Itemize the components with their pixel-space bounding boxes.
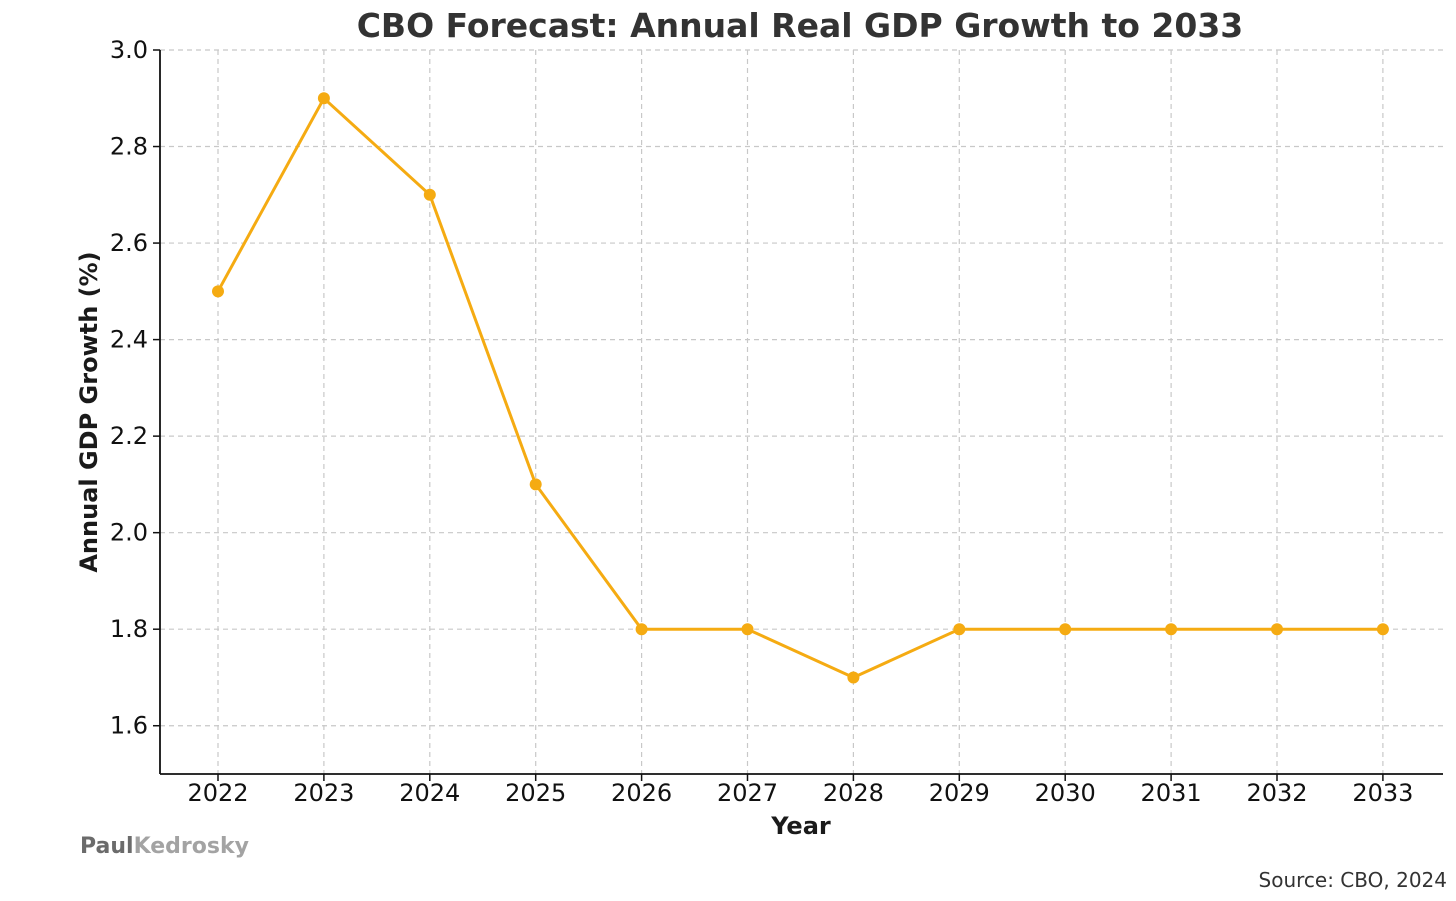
x-tick-label: 2030 <box>1035 779 1096 807</box>
data-point-2027 <box>741 623 754 636</box>
data-point-2025 <box>529 478 542 491</box>
chart-title: CBO Forecast: Annual Real GDP Growth to … <box>357 6 1244 45</box>
data-point-2024 <box>423 188 436 201</box>
grid-lines <box>160 49 1443 774</box>
y-axis-label: Annual GDP Growth (%) <box>75 251 103 572</box>
y-tick-label: 3.0 <box>110 36 148 64</box>
x-tick-label: 2025 <box>505 779 566 807</box>
x-tick-label: 2032 <box>1246 779 1307 807</box>
data-point-2028 <box>847 671 860 684</box>
data-point-2023 <box>317 92 330 105</box>
y-tick-labels: 1.6 1.8 2.0 2.2 2.4 2.6 2.8 3.0 <box>110 36 160 740</box>
data-point-2032 <box>1271 623 1283 636</box>
brand-logo-second: Kedrosky <box>134 834 249 859</box>
x-tick-label: 2031 <box>1141 779 1202 807</box>
y-tick-label: 1.8 <box>110 615 148 643</box>
source-note: Source: CBO, 2024 <box>1259 868 1447 892</box>
y-tick-label: 2.2 <box>110 422 148 450</box>
data-point-2022 <box>212 285 224 298</box>
y-tick-label: 2.6 <box>110 229 148 257</box>
x-tick-label: 2022 <box>187 779 248 807</box>
x-tick-label: 2027 <box>717 779 778 807</box>
gdp-growth-line <box>216 96 1383 679</box>
y-tick-label: 2.8 <box>110 133 148 161</box>
x-tick-label: 2033 <box>1352 779 1413 807</box>
y-tick-label: 2.0 <box>110 519 148 547</box>
x-tick-label: 2023 <box>293 779 354 807</box>
data-point-2030 <box>1059 623 1072 636</box>
brand-logo: PaulKedrosky <box>80 834 249 859</box>
svg-text:PaulKedrosky: PaulKedrosky <box>80 834 249 859</box>
data-point-2031 <box>1165 623 1178 636</box>
y-tick-label: 1.6 <box>110 712 148 740</box>
y-tick-label: 2.4 <box>110 326 148 354</box>
data-point-2026 <box>635 623 648 636</box>
x-axis-label: Year <box>770 812 831 840</box>
data-point-2029 <box>953 623 966 636</box>
x-tick-label: 2026 <box>611 779 672 807</box>
brand-logo-first: Paul <box>80 834 134 859</box>
gdp-growth-points <box>212 92 1389 684</box>
data-point-2033 <box>1376 623 1389 636</box>
x-tick-label: 2028 <box>823 779 884 807</box>
x-tick-label: 2024 <box>399 779 460 807</box>
x-tick-labels: 2022 2023 2024 2025 2026 2027 2028 2029 2030 2031… <box>187 774 1413 807</box>
x-tick-label: 2029 <box>929 779 990 807</box>
